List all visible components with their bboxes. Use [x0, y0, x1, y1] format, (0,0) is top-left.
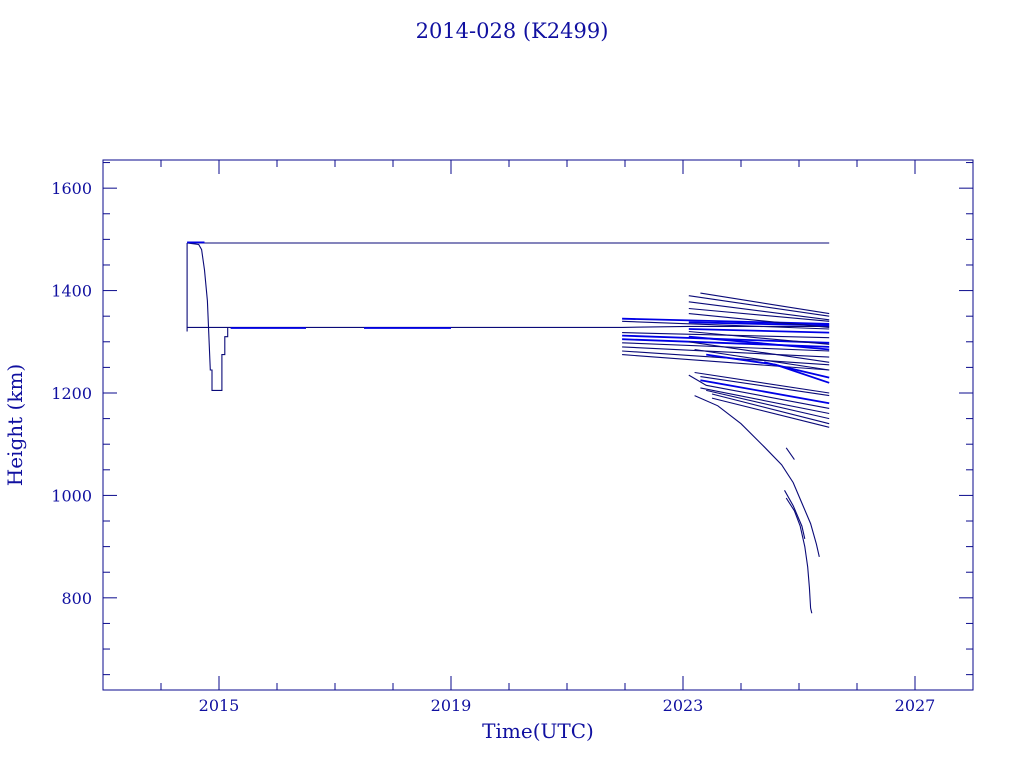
trace-line [694, 371, 830, 394]
trace-line [785, 447, 795, 460]
trace-line [688, 307, 830, 322]
trace-line [622, 346, 830, 358]
x-tick-label: 2027 [895, 696, 936, 715]
x-tick-label: 2023 [663, 696, 704, 715]
trace-line [711, 397, 830, 428]
trace-lines [186, 241, 830, 614]
chart-title: 2014-028 (K2499) [416, 19, 609, 43]
trace-line [700, 379, 830, 405]
trace-line [694, 348, 830, 371]
x-axis-label: Time(UTC) [482, 719, 594, 743]
trace-line [763, 361, 830, 379]
y-tick-label: 1200 [51, 384, 92, 403]
trace-line [187, 242, 229, 391]
plot-frame [102, 159, 974, 691]
trace-line [700, 387, 830, 415]
axis-ticks [102, 160, 974, 690]
y-tick-label: 1000 [51, 486, 92, 505]
trace-line [688, 374, 830, 409]
x-tick-label: 2019 [431, 696, 472, 715]
trace-line [688, 335, 830, 351]
y-tick-label: 1400 [51, 282, 92, 301]
trace-line [622, 320, 830, 330]
trace-line [785, 497, 813, 614]
trace-line [784, 490, 806, 540]
trace-line [694, 395, 820, 558]
y-axis-label: Height (km) [3, 364, 27, 486]
trace-line [700, 292, 830, 315]
x-tick-label: 2015 [199, 696, 240, 715]
trace-line [688, 330, 830, 345]
trace-line [688, 301, 830, 321]
trace-line [688, 313, 830, 328]
trace-line [700, 376, 830, 397]
trace-line [688, 341, 830, 363]
trace-line [622, 317, 830, 325]
trace-line [622, 354, 830, 371]
trace-line [688, 328, 830, 334]
trace-line [706, 389, 830, 420]
y-tick-label: 1600 [51, 179, 92, 198]
axis-tick-labels: 800 1000 1200 1400 1600 2015 2019 2023 2027 [51, 179, 935, 715]
trace-line [688, 295, 830, 317]
y-tick-label: 800 [61, 589, 92, 608]
trace-line [711, 393, 830, 425]
